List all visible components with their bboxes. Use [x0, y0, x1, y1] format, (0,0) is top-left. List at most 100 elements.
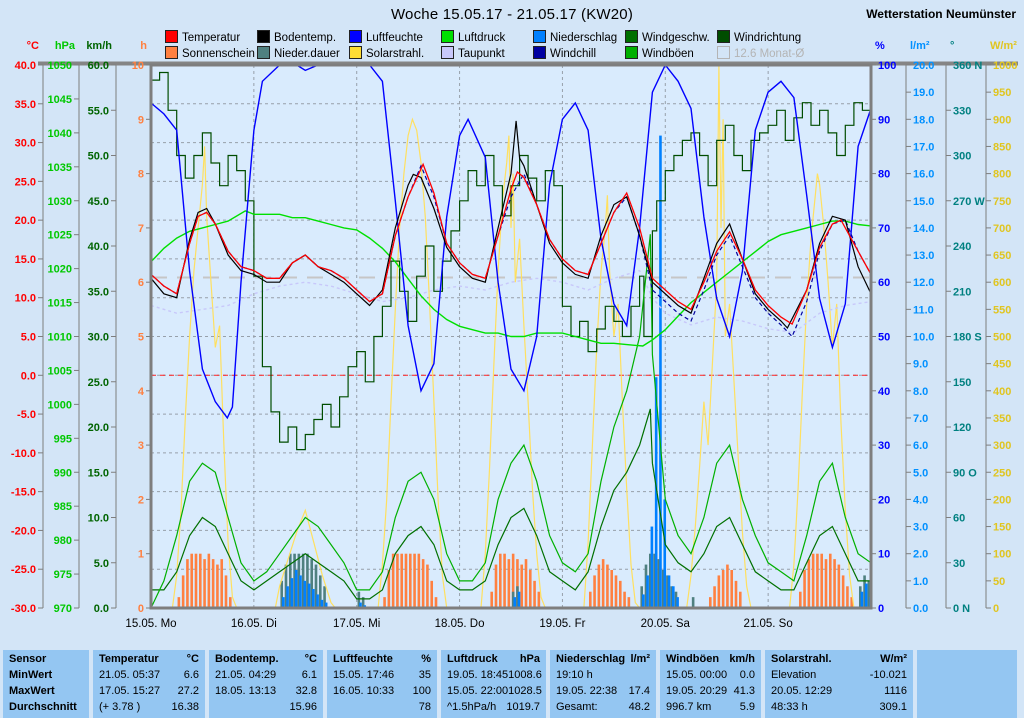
- legend-item-luftdruck[interactable]: Luftdruck: [441, 30, 505, 44]
- legend-swatch[interactable]: [625, 30, 638, 43]
- svg-text:20.0: 20.0: [913, 60, 934, 72]
- legend-item-windgeschw-[interactable]: Windgeschw.: [625, 30, 710, 44]
- svg-text:985: 985: [54, 501, 72, 513]
- legend-swatch[interactable]: [441, 46, 454, 59]
- svg-text:1000: 1000: [48, 399, 72, 411]
- legend-swatch[interactable]: [165, 46, 178, 59]
- legend-item-taupunkt[interactable]: Taupunkt: [441, 46, 505, 60]
- svg-text:1045: 1045: [48, 94, 72, 106]
- svg-text:40.0: 40.0: [88, 241, 109, 253]
- svg-text:-25.0: -25.0: [11, 564, 36, 576]
- svg-text:14.0: 14.0: [913, 223, 934, 235]
- legend-swatch[interactable]: [165, 30, 178, 43]
- svg-text:60: 60: [953, 513, 965, 525]
- svg-text:15.0: 15.0: [88, 467, 109, 479]
- legend-item-luftfeuchte[interactable]: Luftfeuchte: [349, 30, 423, 44]
- legend-item-sonnenschein[interactable]: Sonnenschein: [165, 46, 255, 60]
- table-column-bodentemp-: Bodentemp. °C 21.05. 04:29 6.1 18.05. 13:13 3…: [209, 650, 323, 718]
- svg-text:2: 2: [138, 494, 144, 506]
- svg-text:300: 300: [953, 151, 971, 163]
- legend-item-bodentemp-[interactable]: Bodentemp.: [257, 30, 336, 44]
- svg-text:35.0: 35.0: [15, 99, 36, 111]
- series-windb-en: [151, 234, 871, 608]
- series-luftfeuchte: [151, 65, 871, 420]
- legend-item-niederschlag[interactable]: Niederschlag: [533, 30, 617, 44]
- axis-temp: -30.0 -25.0 -20.0 -15.0 -10.0 -5.0 0.0 5.0 10.0 1…: [11, 40, 44, 615]
- legend-swatch[interactable]: [349, 46, 362, 59]
- statistics-table: Sensor MinWert MaxWert Durchschnitt Temperat…: [3, 650, 1017, 718]
- legend-item-windb-en[interactable]: Windböen: [625, 46, 694, 60]
- svg-text:5.0: 5.0: [94, 558, 109, 570]
- table-column-header: Solarstrahl. W/m²: [771, 653, 907, 665]
- legend-item-windchill[interactable]: Windchill: [533, 46, 596, 60]
- svg-text:995: 995: [54, 433, 72, 445]
- x-label-day: 21.05. So: [744, 618, 793, 630]
- legend-checkbox[interactable]: [717, 46, 730, 59]
- table-column-header: Temperatur °C: [99, 653, 199, 665]
- svg-text:90 O: 90 O: [953, 467, 977, 479]
- table-cell: 78: [418, 701, 431, 713]
- table-column-luftfeuchte: Luftfeuchte% 15.05. 17:46 35 16.05. 10:33 10…: [327, 650, 437, 718]
- svg-text:50: 50: [878, 332, 890, 344]
- table-cell: 996.7 km 5.9: [666, 701, 755, 713]
- svg-text:330: 330: [953, 105, 971, 117]
- svg-text:400: 400: [993, 386, 1011, 398]
- table-cell: 19:10 h: [556, 669, 593, 681]
- svg-text:55.0: 55.0: [88, 105, 109, 117]
- legend-swatch[interactable]: [349, 30, 362, 43]
- svg-text:0 N: 0 N: [953, 603, 970, 615]
- legend-swatch[interactable]: [533, 46, 546, 59]
- table-row-label: MaxWert: [9, 685, 55, 697]
- svg-text:1050: 1050: [48, 60, 72, 72]
- legend-swatch[interactable]: [441, 30, 454, 43]
- legend-item-windrichtung[interactable]: Windrichtung: [717, 30, 801, 44]
- svg-text:0.0: 0.0: [913, 603, 928, 615]
- series-windchill: [151, 164, 871, 338]
- svg-text:5: 5: [138, 332, 144, 344]
- legend-label: Windgeschw.: [642, 32, 710, 44]
- svg-text:6.0: 6.0: [913, 440, 928, 452]
- axis-pct: 0 10 20 30 40 50 60 70 80 90 100%: [871, 40, 896, 615]
- svg-text:25.0: 25.0: [88, 377, 109, 389]
- legend-swatch[interactable]: [257, 46, 270, 59]
- legend-item-nieder-dauer[interactable]: Nieder.dauer: [257, 46, 340, 60]
- legend-swatch[interactable]: [533, 30, 546, 43]
- legend-swatch[interactable]: [717, 30, 730, 43]
- axis-header-lm2: l/m²: [910, 40, 930, 52]
- table-cell: 19.05. 18:45 1008.6: [447, 669, 542, 681]
- legend-swatch[interactable]: [625, 46, 638, 59]
- svg-text:350: 350: [993, 413, 1011, 425]
- axis-deg: 0 N 30 60 90 O 120 150 180 S 210 240 270 W 300 330 3…: [945, 40, 985, 615]
- svg-text:16.0: 16.0: [913, 169, 934, 181]
- x-label-day: 18.05. Do: [435, 618, 485, 630]
- legend-item-12-6-monat-[interactable]: 12.6 Monat-Ø: [717, 46, 804, 60]
- svg-text:950: 950: [993, 87, 1011, 99]
- svg-text:12.0: 12.0: [913, 277, 934, 289]
- svg-text:240: 240: [953, 241, 971, 253]
- legend-item-temperatur[interactable]: Temperatur: [165, 30, 240, 44]
- svg-text:11.0: 11.0: [913, 304, 934, 316]
- svg-text:4: 4: [138, 386, 145, 398]
- svg-text:1035: 1035: [48, 162, 72, 174]
- table-cell: 15.05. 17:46 35: [333, 669, 431, 681]
- svg-text:30.0: 30.0: [15, 138, 36, 150]
- svg-text:-15.0: -15.0: [11, 487, 36, 499]
- legend-label: Luftdruck: [458, 32, 506, 44]
- svg-text:9: 9: [138, 114, 144, 126]
- svg-text:-5.0: -5.0: [17, 409, 36, 421]
- svg-text:40.0: 40.0: [15, 60, 36, 72]
- legend-swatch[interactable]: [257, 30, 270, 43]
- svg-text:0.0: 0.0: [94, 603, 109, 615]
- table-cell: 17.05. 15:27 27.2: [99, 685, 199, 697]
- svg-text:-30.0: -30.0: [11, 603, 36, 615]
- table-column-header: Luftdruck hPa: [447, 653, 540, 665]
- svg-text:30.0: 30.0: [88, 332, 109, 344]
- svg-text:270 W: 270 W: [953, 196, 985, 208]
- table-row-label: Durchschnitt: [9, 701, 77, 713]
- svg-text:15.0: 15.0: [913, 196, 934, 208]
- station-name: Wetterstation Neumünster: [866, 7, 1016, 21]
- svg-text:1000: 1000: [993, 60, 1017, 72]
- legend-label: Niederschlag: [550, 32, 618, 44]
- legend-item-solarstrahl-[interactable]: Solarstrahl.: [349, 46, 424, 60]
